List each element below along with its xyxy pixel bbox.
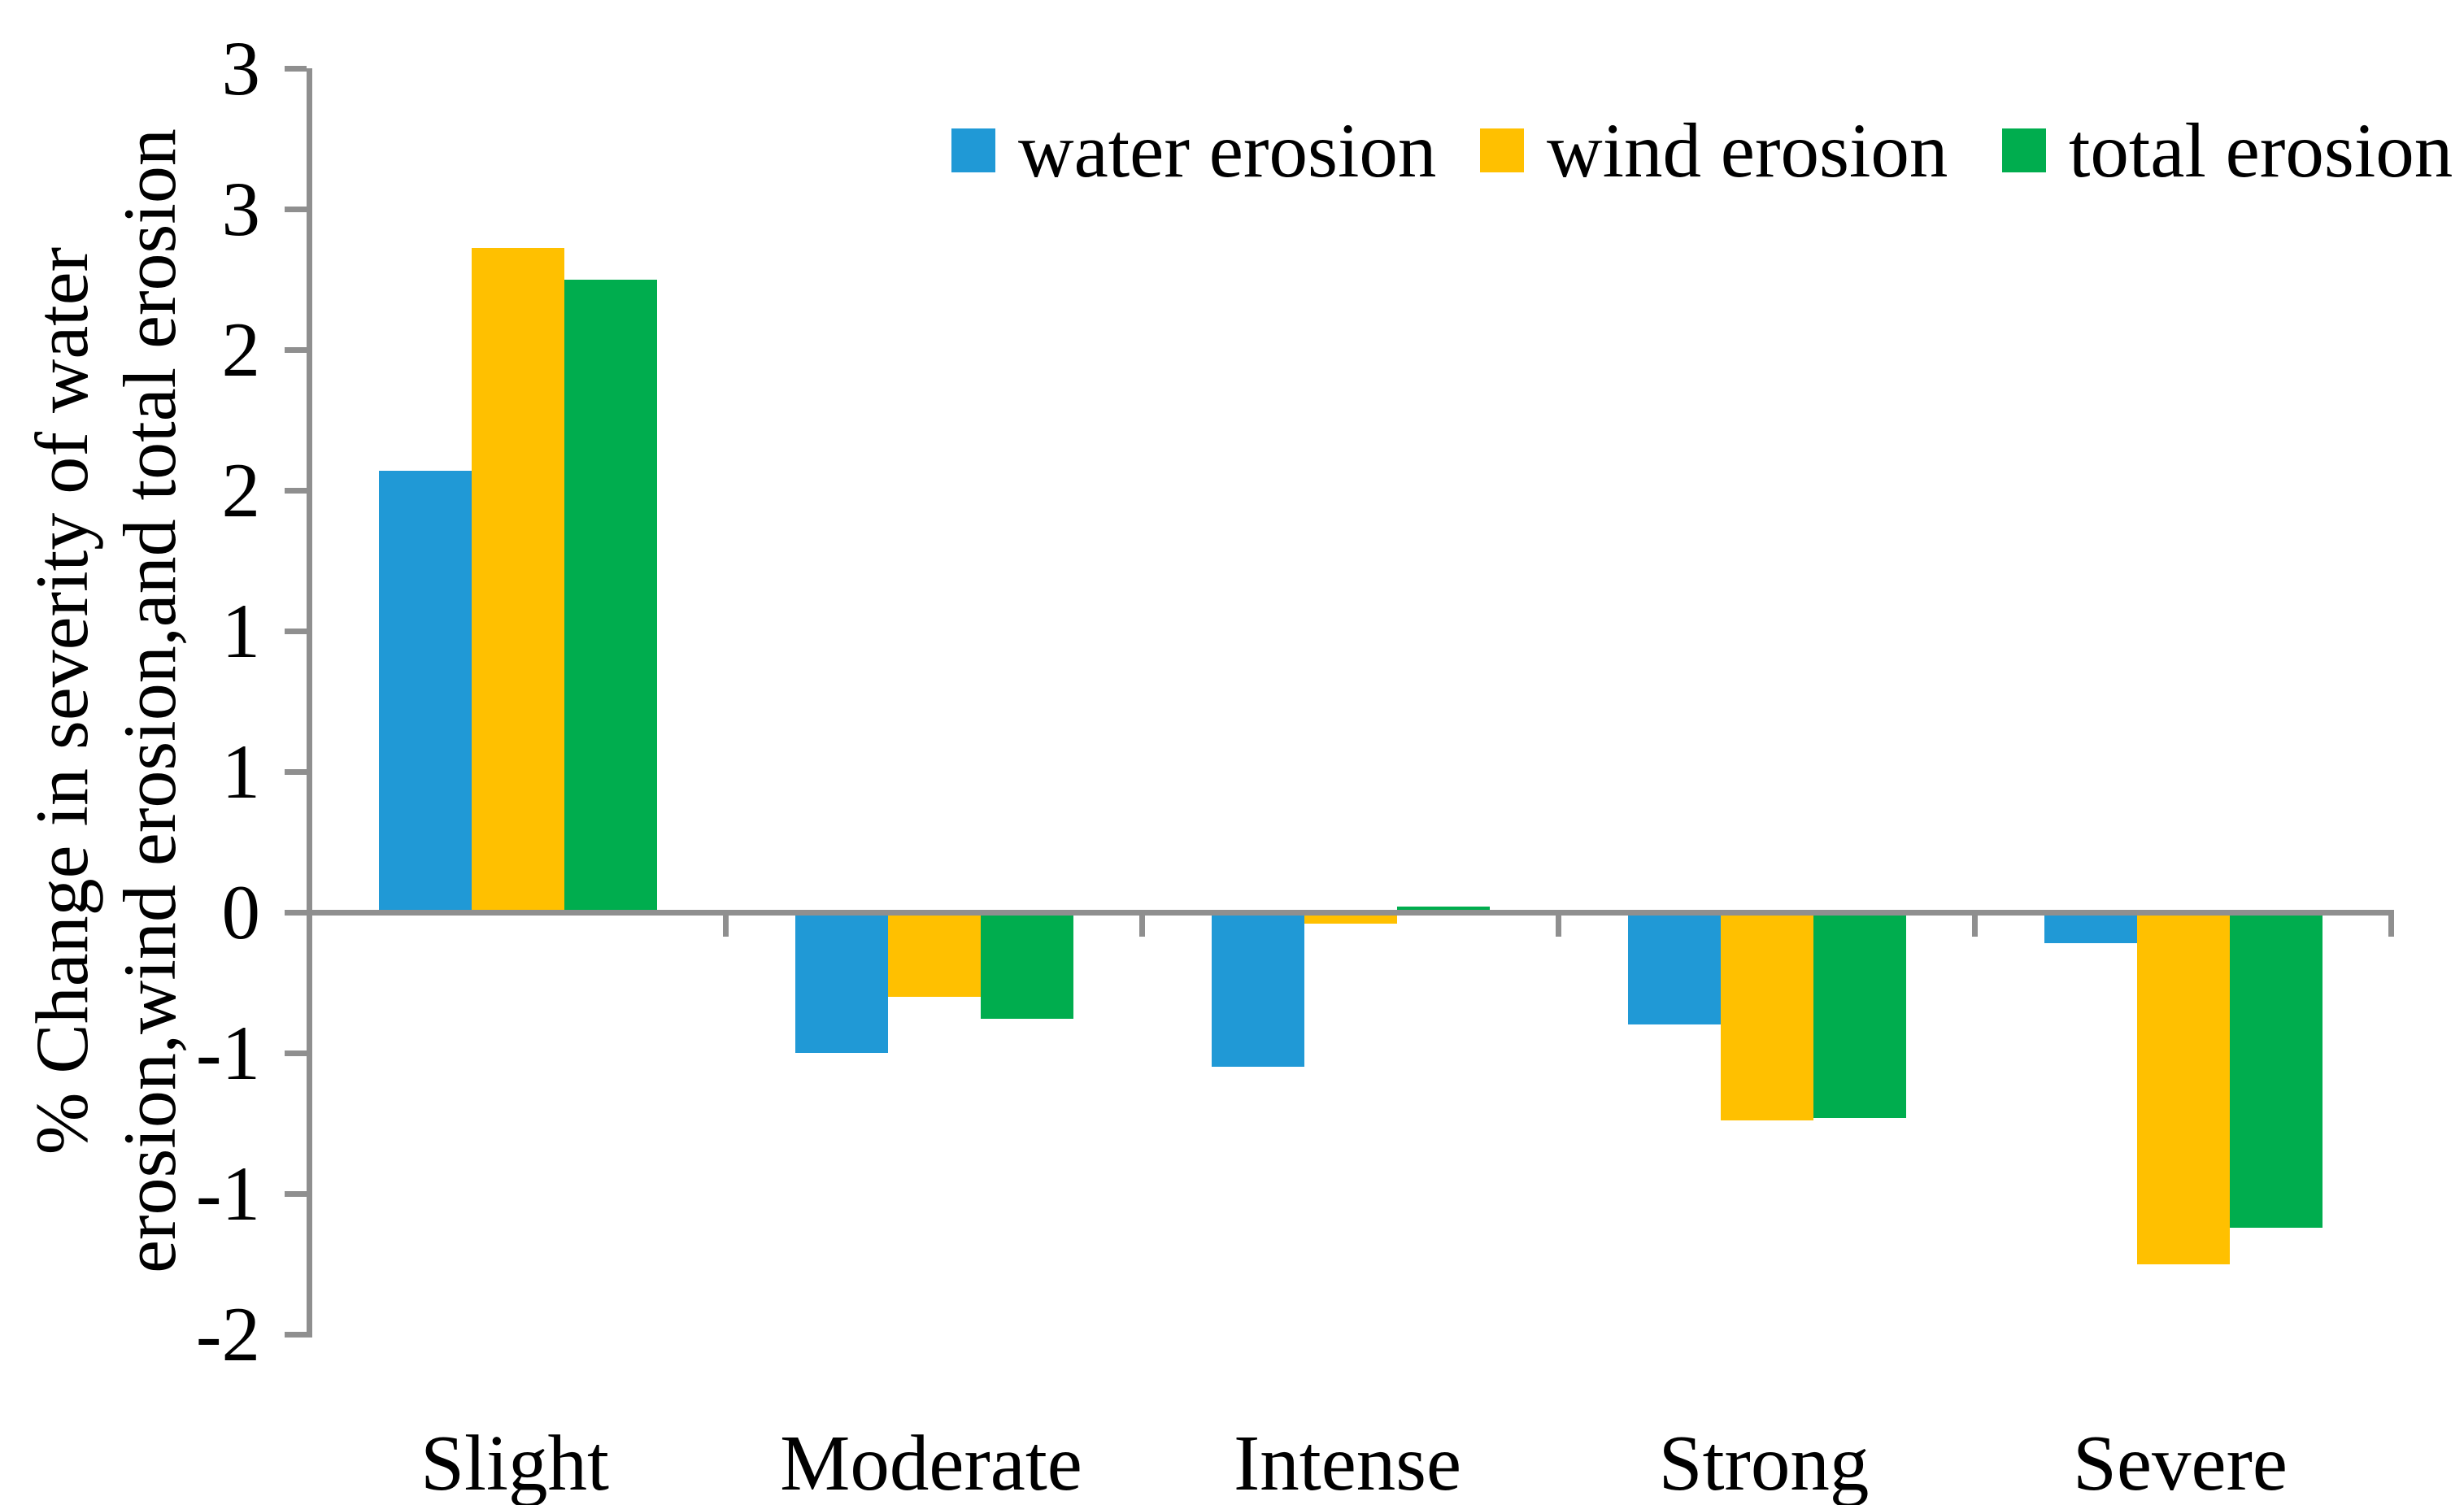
legend-item-water-erosion: water erosion <box>951 107 1436 194</box>
water-erosion-swatch-icon <box>951 128 995 172</box>
bar-wind-slight <box>471 248 564 912</box>
y-tick-0 <box>285 909 307 916</box>
bar-water-moderate <box>794 912 888 1053</box>
x-boundary-tick-3 <box>1556 909 1561 937</box>
x-category-label-severe: Severe <box>2073 1420 2288 1505</box>
x-category-label-intense: Intense <box>1233 1420 1462 1505</box>
y-tick-label: 3 <box>221 166 261 252</box>
legend-item-total-erosion: total erosion <box>2002 107 2453 194</box>
x-category-label-slight: Slight <box>420 1420 609 1505</box>
y-tick--1 <box>285 1190 307 1197</box>
y-tick-label: -1 <box>195 1150 260 1237</box>
y-tick-label: 3 <box>221 25 261 111</box>
bar-total-moderate <box>980 912 1073 1020</box>
y-tick-1.5 <box>285 487 307 494</box>
y-tick-label: 1 <box>221 588 261 674</box>
bar-water-strong <box>1627 912 1721 1025</box>
legend-label-water-erosion: water erosion <box>1018 107 1437 194</box>
bar-water-intense <box>1211 912 1304 1068</box>
y-axis-title-line1: % Change in severity of water <box>20 246 103 1155</box>
y-tick-0.5 <box>285 768 307 775</box>
legend-label-wind-erosion: wind erosion <box>1547 107 1948 194</box>
y-axis-title-line2: erosion,wind erosion,and total erosion <box>108 128 191 1273</box>
y-tick-3 <box>285 65 307 72</box>
bar-wind-strong <box>1720 912 1813 1121</box>
y-axis-title: % Change in severity of water erosion,wi… <box>18 128 194 1273</box>
legend-item-wind-erosion: wind erosion <box>1480 107 1948 194</box>
x-category-label-strong: Strong <box>1658 1420 1870 1505</box>
y-tick-label: -1 <box>195 1010 260 1096</box>
y-tick--1.5 <box>285 1331 307 1338</box>
y-tick--0.5 <box>285 1050 307 1056</box>
y-axis-line <box>307 68 312 1338</box>
total-erosion-swatch-icon <box>2002 128 2046 172</box>
y-tick-label: 2 <box>221 447 261 533</box>
y-tick-2 <box>285 346 307 353</box>
y-tick-2.5 <box>285 206 307 212</box>
x-boundary-tick-5 <box>2388 909 2394 937</box>
y-tick-label: 1 <box>221 729 261 815</box>
y-tick-label: 2 <box>221 307 261 393</box>
x-boundary-tick-4 <box>1972 909 1978 937</box>
bar-total-slight <box>564 279 657 912</box>
x-category-label-moderate: Moderate <box>780 1420 1082 1505</box>
bar-total-strong <box>1813 912 1906 1118</box>
x-boundary-tick-2 <box>1139 909 1145 937</box>
x-axis-zero-line <box>312 909 2391 916</box>
legend-label-total-erosion: total erosion <box>2069 107 2453 194</box>
bar-wind-moderate <box>887 912 981 997</box>
y-tick-label: -2 <box>195 1291 260 1377</box>
bar-wind-severe <box>2136 912 2230 1264</box>
y-tick-1 <box>285 628 307 634</box>
bar-water-severe <box>2044 912 2137 944</box>
bar-total-severe <box>2229 912 2323 1228</box>
x-boundary-tick-1 <box>723 909 729 937</box>
y-tick-label: 0 <box>221 869 261 955</box>
wind-erosion-swatch-icon <box>1480 128 1524 172</box>
bar-water-slight <box>378 470 472 912</box>
